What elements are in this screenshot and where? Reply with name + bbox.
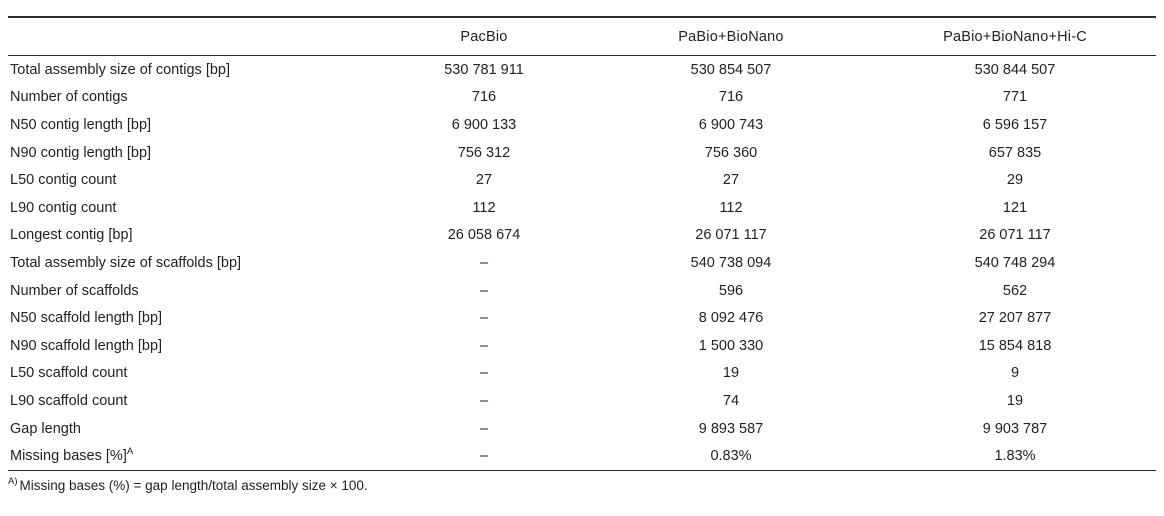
row-label: N90 scaffold length [bp] — [10, 337, 163, 354]
row-label: N50 scaffold length [bp] — [10, 310, 163, 327]
footnote-marker: A) — [8, 476, 18, 488]
header-cell-pacbio: PacBio — [380, 17, 588, 56]
table-row: L90 contig count 112 112 121 — [8, 194, 1156, 222]
table-cell: 121 — [1002, 199, 1028, 216]
footnote-reference: A — [126, 446, 134, 458]
table-cell: 6 900 133 — [451, 116, 517, 133]
row-label: N50 contig length [bp] — [10, 116, 152, 133]
table-cell: 1.83% — [994, 448, 1036, 465]
table-cell: – — [479, 420, 489, 437]
table-cell: – — [479, 310, 489, 327]
table-cell: 0.83% — [710, 448, 752, 465]
table-cell: – — [479, 365, 489, 382]
header-row: PacBio PaBio+BioNano PaBio+BioNano+Hi-C — [8, 17, 1156, 56]
table-row: L50 contig count 27 27 29 — [8, 166, 1156, 194]
table-cell: – — [479, 254, 489, 271]
table-cell: 19 — [1006, 392, 1024, 409]
row-label: L90 contig count — [10, 199, 117, 216]
table-cell: – — [479, 337, 489, 354]
row-label: Longest contig [bp] — [10, 227, 133, 244]
table-row: N90 contig length [bp] 756 312 756 360 657 … — [8, 139, 1156, 167]
table-cell: 530 781 911 — [444, 61, 524, 78]
table-cell: – — [479, 282, 489, 299]
table-cell: 27 207 877 — [978, 310, 1052, 327]
table-row: Longest contig [bp] 26 058 674 26 071 117 2… — [8, 222, 1156, 250]
table-cell: 562 — [1002, 282, 1028, 299]
table-cell: 29 — [1006, 172, 1024, 189]
table-cell: 27 — [722, 172, 740, 189]
table-row: N50 contig length [bp] 6 900 133 6 900 743… — [8, 111, 1156, 139]
table-cell: 716 — [718, 89, 744, 106]
table-row: Total assembly size of contigs [bp] 530 7… — [8, 56, 1156, 84]
row-label: L50 contig count — [10, 172, 117, 189]
footnote-text: Missing bases (%) = gap length/total ass… — [19, 477, 368, 493]
table-cell: 530 854 507 — [690, 61, 772, 78]
header-cell-empty — [8, 17, 380, 56]
table-row: N90 scaffold length [bp] – 1 500 330 15 854… — [8, 332, 1156, 360]
table-cell: 9 903 787 — [982, 420, 1048, 437]
table-cell: 26 071 117 — [695, 227, 767, 244]
table-cell: 19 — [722, 365, 740, 382]
table-cell: 26 058 674 — [447, 227, 521, 244]
table-cell: – — [479, 448, 489, 465]
row-label: Number of scaffolds — [10, 282, 139, 299]
table-body: Total assembly size of contigs [bp] 530 7… — [8, 56, 1156, 471]
header-cell-pabio-bionano-hic: PaBio+BioNano+Hi-C — [874, 17, 1156, 56]
row-label: Number of contigs — [10, 89, 128, 106]
table-cell: 9 — [1010, 365, 1020, 382]
table-row: L50 scaffold count – 19 9 — [8, 360, 1156, 388]
table-cell: 112 — [719, 199, 743, 216]
table-row: Total assembly size of scaffolds [bp] – 54… — [8, 249, 1156, 277]
table-cell: 6 596 157 — [982, 116, 1048, 133]
table-row: N50 scaffold length [bp] – 8 092 476 27 207… — [8, 304, 1156, 332]
table-cell: 1 500 330 — [698, 337, 764, 354]
table-cell: 756 312 — [457, 144, 511, 161]
table-cell: 756 360 — [704, 144, 758, 161]
table-row: Missing bases [%]A – 0.83% 1.83% — [8, 442, 1156, 470]
table-row: Number of scaffolds – 596 562 — [8, 277, 1156, 305]
table-cell: 596 — [718, 282, 744, 299]
table-header: PacBio PaBio+BioNano PaBio+BioNano+Hi-C — [8, 17, 1156, 56]
assembly-stats-table: PacBio PaBio+BioNano PaBio+BioNano+Hi-C … — [8, 16, 1156, 471]
row-label: L90 scaffold count — [10, 392, 128, 409]
table-row: Gap length – 9 893 587 9 903 787 — [8, 415, 1156, 443]
row-label: Total assembly size of contigs [bp] — [10, 61, 231, 78]
row-label: N90 contig length [bp] — [10, 144, 152, 161]
table-cell: 540 738 094 — [690, 254, 772, 271]
table-cell: 540 748 294 — [974, 254, 1056, 271]
table-cell: 26 071 117 — [979, 227, 1051, 244]
table-cell: 112 — [472, 199, 496, 216]
row-label: L50 scaffold count — [10, 365, 128, 382]
table-cell: 6 900 743 — [698, 116, 764, 133]
table-cell: 9 893 587 — [698, 420, 764, 437]
table-cell: 74 — [722, 392, 740, 409]
table-row: L90 scaffold count – 74 19 — [8, 387, 1156, 415]
header-cell-pabio-bionano: PaBio+BioNano — [588, 17, 874, 56]
table-cell: 771 — [1002, 89, 1028, 106]
row-label: Gap length — [10, 420, 81, 437]
table-cell: – — [479, 392, 489, 409]
table-cell: 8 092 476 — [698, 310, 764, 327]
row-label: Missing bases [%]A — [10, 446, 134, 465]
footnote: A) Missing bases (%) = gap length/total a… — [8, 476, 1156, 493]
table-cell: 530 844 507 — [974, 61, 1056, 78]
table-cell: 15 854 818 — [978, 337, 1052, 354]
table-cell: 657 835 — [988, 144, 1042, 161]
table-row: Number of contigs 716 716 771 — [8, 84, 1156, 112]
row-label: Total assembly size of scaffolds [bp] — [10, 254, 242, 271]
table-cell: 27 — [475, 172, 493, 189]
table-cell: 716 — [471, 89, 497, 106]
